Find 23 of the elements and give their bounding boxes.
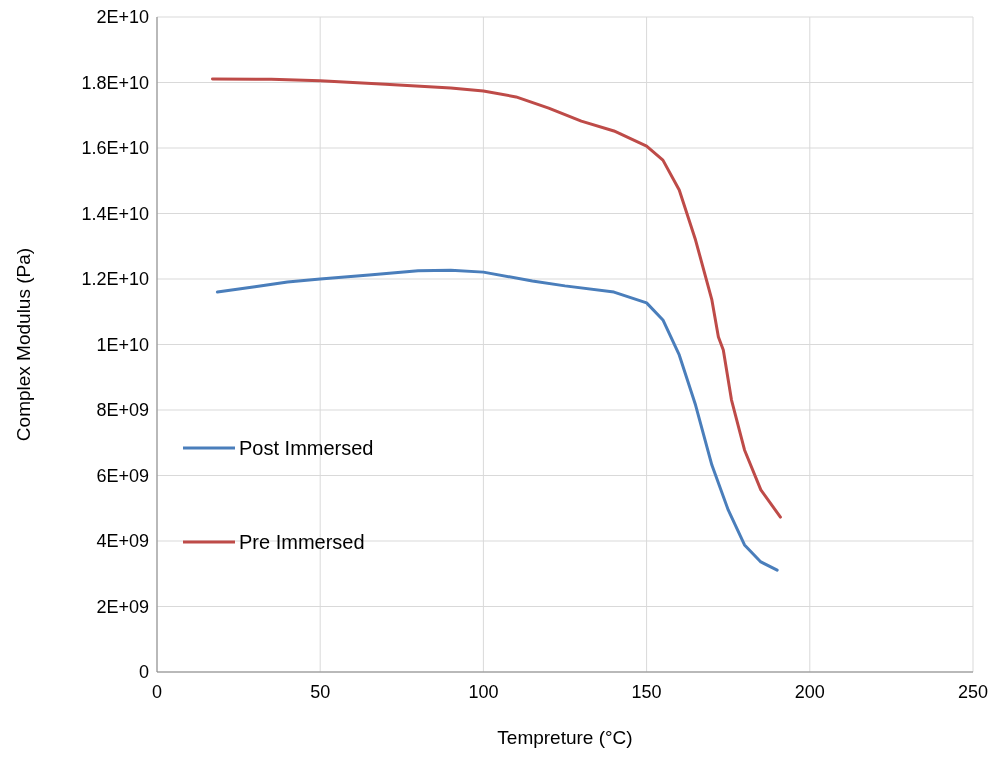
line-series: [210, 77, 782, 519]
y-tick-label: 2E+10: [96, 7, 149, 28]
y-tick-label: 1.4E+10: [81, 203, 149, 224]
x-tick-label: 150: [631, 682, 662, 702]
y-tick-label: 6E+09: [96, 465, 149, 486]
legend-label: Post Immersed: [239, 437, 374, 459]
y-axis-title: Complex Modulus (Pa): [13, 247, 34, 442]
x-tick-label: 200: [794, 682, 825, 702]
y-tick-label: 4E+09: [96, 531, 149, 552]
legend-label: Pre Immersed: [239, 531, 365, 553]
x-axis-title: Tempreture (°C): [497, 727, 633, 748]
x-tick-label: 0: [151, 682, 163, 702]
line-series: [215, 268, 779, 572]
x-tick-label: 50: [310, 682, 331, 702]
y-tick-label: 0: [138, 662, 149, 683]
y-tick-label: 8E+09: [96, 400, 149, 421]
y-tick-label: 1.6E+10: [81, 138, 149, 159]
x-tick-label: 100: [468, 682, 499, 702]
y-tick-label: 1.2E+10: [81, 269, 149, 290]
x-tick-label: 250: [957, 682, 989, 702]
y-tick-label: 1E+10: [96, 334, 149, 355]
y-tick-label: 1.8E+10: [81, 72, 149, 93]
y-tick-label: 2E+09: [96, 596, 149, 617]
